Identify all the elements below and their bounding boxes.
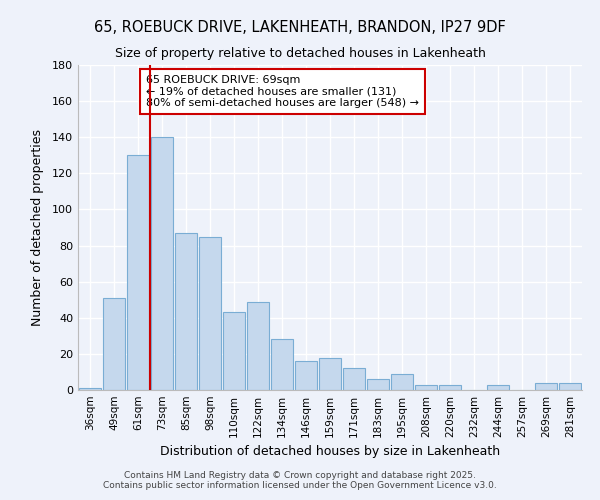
X-axis label: Distribution of detached houses by size in Lakenheath: Distribution of detached houses by size … bbox=[160, 446, 500, 458]
Bar bbox=[247, 302, 269, 390]
Bar bbox=[127, 156, 149, 390]
Bar bbox=[271, 340, 293, 390]
Bar bbox=[415, 384, 437, 390]
Text: 65, ROEBUCK DRIVE, LAKENHEATH, BRANDON, IP27 9DF: 65, ROEBUCK DRIVE, LAKENHEATH, BRANDON, … bbox=[94, 20, 506, 35]
Bar bbox=[487, 384, 509, 390]
Bar bbox=[151, 137, 173, 390]
Bar bbox=[295, 361, 317, 390]
Text: Contains public sector information licensed under the Open Government Licence v3: Contains public sector information licen… bbox=[103, 480, 497, 490]
Bar bbox=[367, 379, 389, 390]
Bar bbox=[559, 383, 581, 390]
Bar bbox=[103, 298, 125, 390]
Bar bbox=[439, 384, 461, 390]
Bar bbox=[535, 383, 557, 390]
Bar bbox=[223, 312, 245, 390]
Bar bbox=[319, 358, 341, 390]
Text: Size of property relative to detached houses in Lakenheath: Size of property relative to detached ho… bbox=[115, 48, 485, 60]
Bar bbox=[343, 368, 365, 390]
Bar bbox=[199, 236, 221, 390]
Text: Contains HM Land Registry data © Crown copyright and database right 2025.: Contains HM Land Registry data © Crown c… bbox=[124, 470, 476, 480]
Text: 65 ROEBUCK DRIVE: 69sqm
← 19% of detached houses are smaller (131)
80% of semi-d: 65 ROEBUCK DRIVE: 69sqm ← 19% of detache… bbox=[146, 74, 419, 108]
Y-axis label: Number of detached properties: Number of detached properties bbox=[31, 129, 44, 326]
Bar bbox=[391, 374, 413, 390]
Bar bbox=[79, 388, 101, 390]
Bar bbox=[175, 233, 197, 390]
